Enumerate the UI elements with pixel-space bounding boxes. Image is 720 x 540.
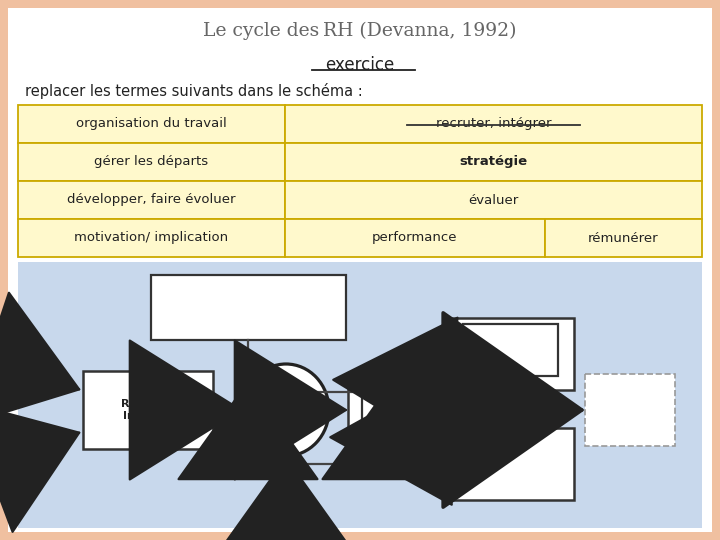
Text: performance: performance: [372, 232, 457, 245]
Text: organisation du travail: organisation du travail: [76, 118, 227, 131]
Text: recruter, intégrer: recruter, intégrer: [436, 118, 551, 131]
Bar: [585, 374, 675, 446]
Text: évaluer: évaluer: [468, 193, 518, 206]
Ellipse shape: [243, 364, 329, 456]
Bar: [18, 219, 285, 257]
Bar: [285, 181, 702, 219]
Text: replacer les termes suivants dans le schéma :: replacer les termes suivants dans le sch…: [25, 83, 363, 99]
Bar: [18, 143, 285, 181]
Bar: [83, 371, 213, 449]
Bar: [285, 105, 702, 143]
Bar: [150, 274, 346, 340]
Bar: [545, 219, 702, 257]
Text: Le cycle des RH (Devanna, 1992): Le cycle des RH (Devanna, 1992): [203, 22, 517, 40]
Text: rémunérer: rémunérer: [588, 232, 659, 245]
Bar: [362, 394, 422, 436]
Bar: [446, 428, 574, 500]
Text: Recruter
Intégrer: Recruter Intégrer: [121, 399, 175, 421]
Bar: [285, 143, 702, 181]
Bar: [18, 262, 702, 528]
Bar: [18, 437, 40, 492]
Bar: [18, 181, 285, 219]
Bar: [265, 403, 307, 431]
Text: stratégie: stratégie: [459, 156, 528, 168]
Text: gérer les départs: gérer les départs: [94, 156, 209, 168]
Bar: [462, 324, 557, 376]
Bar: [348, 377, 436, 442]
Text: motivation/ implication: motivation/ implication: [74, 232, 228, 245]
Bar: [18, 105, 285, 143]
Text: développer, faire évoluer: développer, faire évoluer: [67, 193, 235, 206]
Bar: [18, 337, 40, 392]
Text: exercice: exercice: [325, 56, 395, 74]
Bar: [446, 318, 574, 390]
Bar: [285, 219, 545, 257]
